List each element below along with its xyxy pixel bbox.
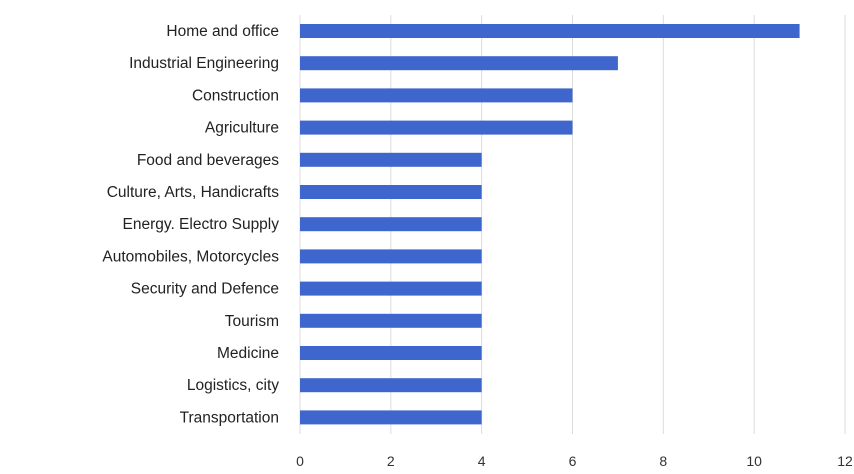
category-label: Automobiles, Motorcycles	[102, 248, 279, 265]
category-label: Logistics, city	[187, 377, 279, 394]
bar	[300, 152, 482, 167]
x-tick-label: 6	[569, 453, 577, 469]
bar	[300, 281, 482, 296]
x-tick-label: 4	[478, 453, 486, 469]
bar	[300, 24, 800, 38]
category-label: Culture, Arts, Handicrafts	[107, 184, 280, 201]
category-label: Agriculture	[205, 120, 279, 137]
bar	[300, 88, 573, 103]
category-label: Food and beverages	[137, 152, 279, 169]
category-label: Transportation	[180, 409, 279, 426]
tick-label-layer: 0 2 4 6 8 10 12	[296, 453, 853, 469]
category-label: Construction	[192, 87, 279, 104]
bar	[300, 410, 482, 425]
x-tick-label: 12	[837, 453, 853, 469]
category-label: Energy. Electro Supply	[122, 216, 279, 233]
bar	[300, 313, 482, 328]
category-label: Security and Defence	[131, 281, 279, 298]
x-tick-label: 8	[659, 453, 667, 469]
category-label: Industrial Engineering	[129, 55, 279, 72]
x-tick-label: 0	[296, 453, 304, 469]
category-label-layer: Home and office Industrial Engineering Con…	[102, 23, 279, 426]
x-tick-label: 10	[746, 453, 762, 469]
bar	[300, 185, 482, 199]
category-label: Tourism	[225, 313, 279, 330]
category-label: Home and office	[166, 23, 279, 40]
bar	[300, 217, 482, 232]
category-label: Medicine	[217, 345, 279, 362]
bar	[300, 249, 482, 264]
bar	[300, 120, 573, 135]
bar	[300, 346, 482, 360]
bar	[300, 56, 618, 71]
bar-layer	[300, 24, 800, 425]
x-tick-label: 2	[387, 453, 395, 469]
bar	[300, 378, 482, 393]
